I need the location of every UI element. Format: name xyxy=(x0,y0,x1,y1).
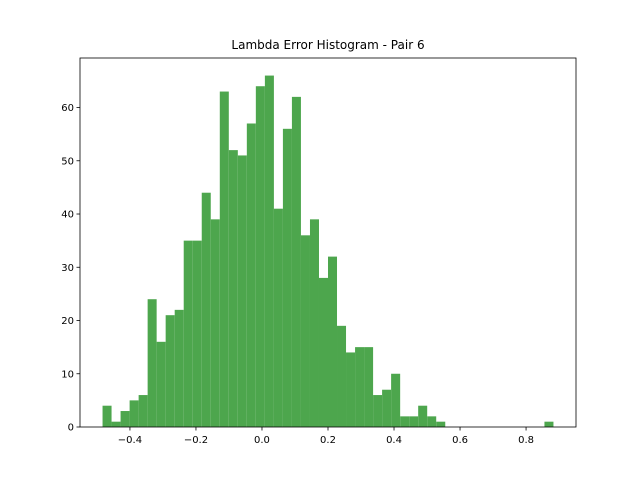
bar xyxy=(210,219,220,427)
x-tick-label: 0.8 xyxy=(518,435,534,446)
x-tick-label: −0.2 xyxy=(184,435,208,446)
y-tick-label: 20 xyxy=(61,316,74,327)
bar xyxy=(192,240,202,427)
bar xyxy=(111,421,121,427)
plot-area xyxy=(102,75,554,428)
x-tick-label: −0.4 xyxy=(118,435,142,446)
y-tick-label: 60 xyxy=(61,103,74,114)
bar xyxy=(364,347,374,427)
bar xyxy=(309,219,319,427)
bar xyxy=(337,325,347,427)
bar xyxy=(264,75,274,428)
y-tick-label: 40 xyxy=(61,210,74,221)
bar xyxy=(183,240,193,427)
x-tick-label: 0.0 xyxy=(254,435,270,446)
x-tick-label: 0.4 xyxy=(386,435,402,446)
bar xyxy=(382,389,392,427)
bar xyxy=(237,155,247,427)
x-tick-label: 0.2 xyxy=(320,435,336,446)
y-tick-label: 10 xyxy=(61,369,74,380)
bar xyxy=(300,235,310,427)
bar xyxy=(246,123,256,428)
bar xyxy=(400,416,410,427)
bar xyxy=(219,91,229,427)
y-tick-label: 30 xyxy=(61,263,74,274)
bar xyxy=(174,309,184,427)
bar xyxy=(391,373,401,427)
bar xyxy=(129,400,139,427)
bar xyxy=(282,128,292,427)
bar xyxy=(201,192,211,427)
bar xyxy=(156,341,166,427)
bar xyxy=(255,86,265,428)
bar xyxy=(165,315,175,427)
y-tick-label: 0 xyxy=(68,423,74,434)
bar xyxy=(544,421,554,427)
bar xyxy=(273,208,283,427)
bar xyxy=(355,347,365,427)
x-tick-label: 0.6 xyxy=(452,435,468,446)
bar xyxy=(102,405,112,427)
bar xyxy=(328,256,338,427)
bar xyxy=(138,395,148,427)
bar xyxy=(418,405,428,427)
y-tick-label: 50 xyxy=(61,156,74,167)
bar xyxy=(318,277,328,427)
chart-title: Lambda Error Histogram - Pair 6 xyxy=(231,38,424,52)
bar xyxy=(228,150,238,427)
bar xyxy=(147,299,157,427)
bar xyxy=(409,416,419,427)
bar xyxy=(427,416,437,427)
bar xyxy=(120,411,130,427)
bar xyxy=(436,421,446,427)
bar xyxy=(291,96,301,428)
bar xyxy=(346,352,356,427)
bar xyxy=(373,395,383,427)
